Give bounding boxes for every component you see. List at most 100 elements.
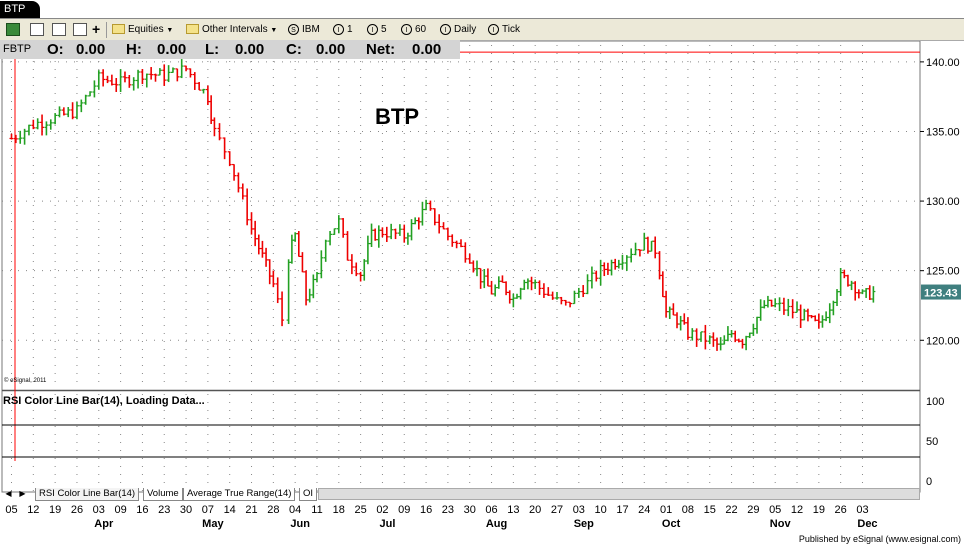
last-price-box — [921, 284, 961, 300]
x-day-label: 20 — [529, 504, 541, 516]
x-month-label: Apr — [94, 518, 114, 530]
x-day-label: 30 — [180, 504, 192, 516]
x-day-label: 16 — [420, 504, 432, 516]
x-day-label: 14 — [224, 504, 236, 516]
x-day-label: 26 — [71, 504, 83, 516]
x-day-label: 09 — [114, 504, 126, 516]
x-day-label: 08 — [682, 504, 694, 516]
x-day-label: 11 — [311, 504, 322, 516]
equities-dropdown[interactable]: Equities ▼ — [112, 22, 173, 37]
interval-tick-button[interactable]: I Tick — [488, 22, 520, 37]
x-day-label: 28 — [267, 504, 279, 516]
x-day-label: 22 — [725, 504, 737, 516]
x-month-label: Oct — [662, 518, 681, 530]
interval-icon: I — [401, 23, 412, 35]
x-day-label: 02 — [376, 504, 388, 516]
layout-icon[interactable] — [52, 22, 66, 37]
x-day-label: 16 — [136, 504, 148, 516]
y-tick-label: 120.00 — [926, 335, 960, 347]
x-day-label: 05 — [5, 504, 17, 516]
interval-ibm-button[interactable]: S IBM — [288, 22, 320, 37]
x-month-label: Sep — [574, 518, 594, 530]
scroll-left-icon[interactable]: ◀ — [5, 489, 12, 498]
high-value: 0.00 — [157, 41, 187, 58]
close-label: C: — [286, 41, 302, 58]
copyright-text: © eSignal, 2011 — [4, 378, 47, 384]
x-day-label: 10 — [595, 504, 607, 516]
window-tab-bar: BTP — [0, 0, 964, 18]
x-day-label: 05 — [769, 504, 781, 516]
x-day-label: 13 — [507, 504, 519, 516]
x-day-label: 03 — [573, 504, 585, 516]
x-day-label: 03 — [856, 504, 868, 516]
properties-icon[interactable] — [73, 22, 87, 37]
publisher-footer: Published by eSignal (www.esignal.com) — [798, 534, 961, 544]
interval-icon: I — [488, 23, 499, 35]
tab-volume[interactable]: Volume — [143, 488, 183, 501]
y-tick-label: 125.00 — [926, 266, 960, 278]
symbol-link-icon: S — [288, 23, 299, 35]
y-tick-label: 135.00 — [926, 126, 960, 138]
y-tick-label: 140.00 — [926, 57, 960, 69]
close-value: 0.00 — [316, 41, 346, 58]
x-day-label: 03 — [93, 504, 105, 516]
tab-rsi[interactable]: RSI Color Line Bar(14) — [35, 488, 140, 501]
chart-style-icon[interactable] — [6, 22, 20, 37]
x-day-label: 15 — [704, 504, 716, 516]
x-day-label: 01 — [660, 504, 672, 516]
x-day-label: 19 — [813, 504, 825, 516]
x-month-label: May — [202, 518, 224, 530]
rsi-tick-label: 50 — [926, 436, 938, 448]
rsi-study-label: RSI Color Line Bar(14), Loading Data... — [3, 395, 205, 407]
tab-average-true-range[interactable]: Average True Range(14) — [183, 488, 296, 501]
x-month-label: Aug — [486, 518, 507, 530]
x-month-label: Jul — [379, 518, 395, 530]
scroll-right-icon[interactable]: ▶ — [19, 489, 26, 498]
x-day-label: 27 — [551, 504, 563, 516]
net-value: 0.00 — [412, 41, 442, 58]
x-day-label: 23 — [442, 504, 454, 516]
x-month-label: Nov — [770, 518, 792, 530]
x-day-label: 04 — [289, 504, 301, 516]
x-month-label: Jun — [290, 518, 310, 530]
x-day-label: 18 — [333, 504, 345, 516]
net-label: Net: — [366, 41, 396, 58]
x-day-label: 23 — [158, 504, 170, 516]
open-label: O: — [47, 41, 64, 58]
y-tick-label: 130.00 — [926, 196, 960, 208]
open-value: 0.00 — [76, 41, 106, 58]
x-day-label: 24 — [638, 504, 650, 516]
add-icon[interactable]: + — [92, 21, 101, 37]
price-chart[interactable]: 140.00135.00130.00125.00120.00123.431005… — [0, 41, 964, 533]
interval-daily-button[interactable]: I Daily — [440, 22, 476, 37]
study-tab-bar: ◀ ▶ RSI Color Line Bar(14) Volume Averag… — [0, 488, 920, 501]
interval-icon: I — [333, 23, 344, 35]
window-tab[interactable]: BTP — [0, 1, 40, 18]
chevron-down-icon: ▼ — [166, 27, 174, 34]
low-label: L: — [205, 41, 220, 58]
x-day-label: 12 — [27, 504, 39, 516]
horizontal-scrollbar[interactable] — [318, 488, 920, 500]
x-day-label: 12 — [791, 504, 803, 516]
x-month-label: Dec — [857, 518, 877, 530]
rsi-tick-label: 100 — [926, 396, 944, 408]
x-day-label: 06 — [485, 504, 497, 516]
tab-oi[interactable]: OI — [299, 488, 318, 501]
high-label: H: — [126, 41, 142, 58]
chevron-down-icon: ▼ — [270, 27, 278, 34]
plot-frame — [1, 41, 921, 493]
folder-icon — [112, 24, 125, 35]
symbol-label: FBTP — [3, 43, 32, 55]
grid-icon[interactable] — [30, 22, 44, 37]
interval-60-button[interactable]: I 60 — [401, 22, 426, 37]
x-day-label: 09 — [398, 504, 410, 516]
last-price-label: 123.43 — [924, 288, 958, 300]
chart-title: BTP — [375, 104, 419, 129]
x-day-label: 17 — [616, 504, 628, 516]
interval-icon: I — [367, 23, 378, 35]
ohlc-readout: FBTP O: 0.00 H: 0.00 L: 0.00 C: 0.00 Net… — [0, 40, 460, 59]
other-intervals-dropdown[interactable]: Other Intervals ▼ — [186, 22, 277, 37]
